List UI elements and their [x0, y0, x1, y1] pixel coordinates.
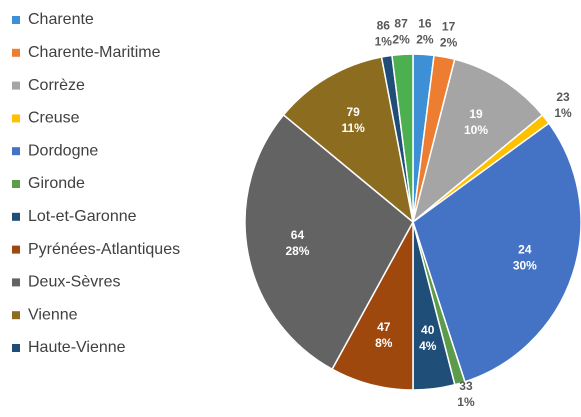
legend-label: Creuse — [28, 110, 80, 127]
slice-code: 19 — [469, 107, 483, 121]
legend-label: Charente — [28, 11, 94, 28]
legend-label: Lot-et-Garonne — [28, 208, 137, 225]
legend-swatch — [12, 212, 20, 221]
pie-slice — [282, 56, 415, 224]
slice-code: 23 — [556, 90, 570, 104]
slice-percent: 4% — [419, 339, 437, 353]
pie-slice — [412, 122, 581, 383]
slice-percent: 10% — [464, 123, 488, 137]
slice-code: 87 — [394, 17, 408, 31]
pie-slice — [244, 113, 414, 371]
slice-percent: 1% — [375, 35, 393, 49]
pie-slice — [391, 53, 414, 223]
slice-percent: 2% — [440, 36, 458, 50]
legend-label: Gironde — [28, 175, 85, 192]
slice-code: 86 — [377, 19, 391, 33]
slice-percent: 2% — [416, 33, 434, 47]
slice-percent: 2% — [392, 33, 410, 47]
legend-swatch — [12, 16, 20, 24]
legend-swatch — [12, 114, 20, 123]
slice-code: 17 — [442, 20, 456, 34]
legend-swatch — [12, 147, 20, 156]
slice-percent: 28% — [285, 244, 309, 258]
legend-swatch — [12, 245, 20, 254]
legend-swatch — [12, 344, 20, 352]
slice-percent: 11% — [341, 121, 365, 135]
slice-code: 47 — [377, 320, 391, 334]
legend-label: Dordogne — [28, 142, 98, 159]
slice-code: 16 — [418, 17, 432, 31]
legend-swatch — [12, 81, 20, 90]
slice-code: 40 — [421, 323, 435, 337]
legend-swatch — [12, 278, 20, 287]
slice-percent: 1% — [457, 395, 475, 409]
slice-code: 64 — [291, 228, 305, 242]
legend-swatch — [12, 311, 20, 320]
legend-swatch — [12, 180, 20, 188]
legend-label: Deux-Sèvres — [28, 274, 120, 291]
legend-label: Vienne — [28, 306, 78, 323]
slice-percent: 30% — [513, 259, 537, 273]
legend-label: Haute-Vienne — [28, 339, 126, 356]
legend-label: Charente-Maritime — [28, 44, 161, 61]
slice-percent: 8% — [375, 336, 393, 350]
slice-code: 79 — [346, 105, 360, 119]
legend-label: Pyrénées-Atlantiques — [28, 241, 180, 258]
slice-code: 24 — [518, 243, 532, 257]
pie-slice — [411, 58, 544, 225]
slice-code: 33 — [459, 379, 473, 393]
legend-swatch — [12, 48, 20, 57]
legend-label: Corrèze — [28, 77, 85, 94]
slice-percent: 1% — [554, 106, 572, 120]
